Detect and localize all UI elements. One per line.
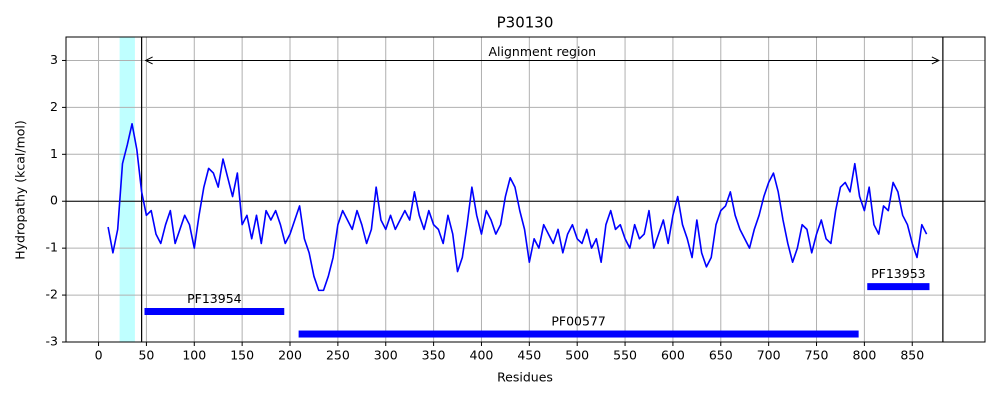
x-tick-label: 450 — [517, 348, 541, 363]
x-tick-label: 800 — [852, 348, 876, 363]
y-tick-label: 1 — [50, 146, 58, 161]
domain-bar — [298, 330, 859, 338]
annotation-label: Alignment region — [488, 44, 596, 59]
y-tick-label: 3 — [50, 52, 58, 67]
x-axis-label: Residues — [497, 370, 553, 385]
y-tick-label: -2 — [46, 287, 58, 302]
x-tick-label: 50 — [138, 348, 154, 363]
x-tick-label: 850 — [900, 348, 924, 363]
arrow-head — [931, 56, 940, 65]
x-tick-label: 650 — [709, 348, 733, 363]
x-tick-label: 500 — [565, 348, 589, 363]
domain-label: PF13954 — [187, 291, 242, 306]
x-tick-label: 200 — [278, 348, 302, 363]
x-tick-label: 300 — [374, 348, 398, 363]
y-tick-label: -3 — [46, 334, 58, 349]
x-tick-label: 750 — [805, 348, 829, 363]
x-tick-label: 0 — [95, 348, 103, 363]
y-tick-label: 2 — [50, 99, 58, 114]
x-tick-label: 250 — [326, 348, 350, 363]
domain-label: PF00577 — [551, 314, 606, 329]
y-tick-label: -1 — [46, 240, 58, 255]
x-tick-label: 700 — [757, 348, 781, 363]
domain-bar — [144, 308, 285, 315]
x-tick-label: 600 — [661, 348, 685, 363]
arrow-head — [144, 56, 153, 65]
x-tick-label: 150 — [230, 348, 254, 363]
y-axis-label: Hydropathy (kcal/mol) — [13, 120, 28, 260]
plot-frame — [65, 36, 986, 343]
x-tick-label: 550 — [613, 348, 637, 363]
hydropathy-line — [107, 123, 928, 292]
highlight-span — [119, 37, 135, 342]
domain-label: PF13953 — [871, 266, 926, 281]
domain-bar — [867, 283, 930, 291]
x-tick-label: 100 — [182, 348, 206, 363]
x-tick-label: 350 — [422, 348, 446, 363]
chart-title: P30130 — [497, 14, 554, 32]
x-tick-label: 400 — [470, 348, 494, 363]
y-tick-label: 0 — [50, 193, 58, 208]
